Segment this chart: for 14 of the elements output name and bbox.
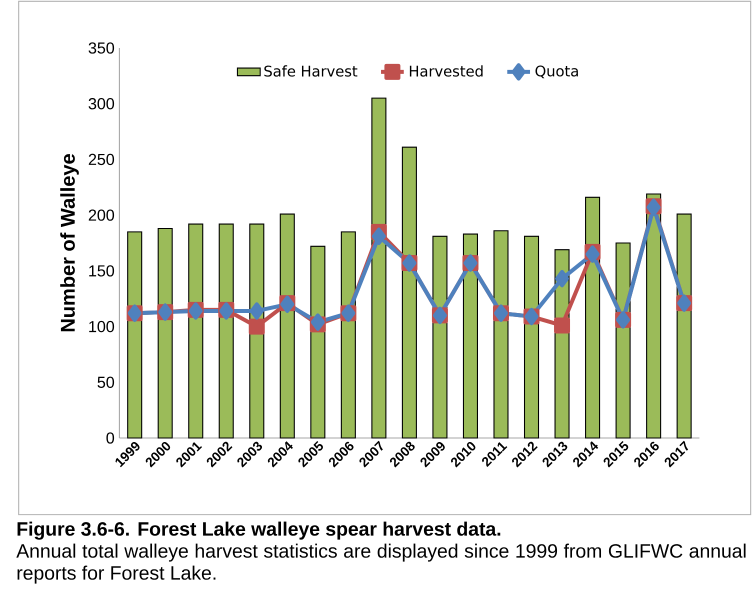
y-tick-label: 300 <box>88 98 114 110</box>
y-tick-label: 200 <box>88 209 114 221</box>
y-tick-label: 150 <box>89 265 114 277</box>
text: Annual total walleye harvest statistics are displayed since 1999 from GLIFWC annual reports for Forest Lake. <box>16 544 746 584</box>
y-tick-label: 100 <box>89 320 114 332</box>
y-tick-label: 0 <box>106 432 114 444</box>
legend-label: Quota <box>536 65 578 78</box>
y-tick-label: 350 <box>88 42 114 54</box>
legend-label: Harvested <box>410 65 483 77</box>
text: Figure 3.6-6. Forest Lake walleye spear harvest data. <box>18 522 500 540</box>
y-axis-title: Number of Walleye <box>60 154 79 332</box>
y-tick-label: 250 <box>88 154 114 166</box>
y-tick-label: 50 <box>98 376 114 388</box>
legend-label: Safe Harvest <box>264 65 358 77</box>
